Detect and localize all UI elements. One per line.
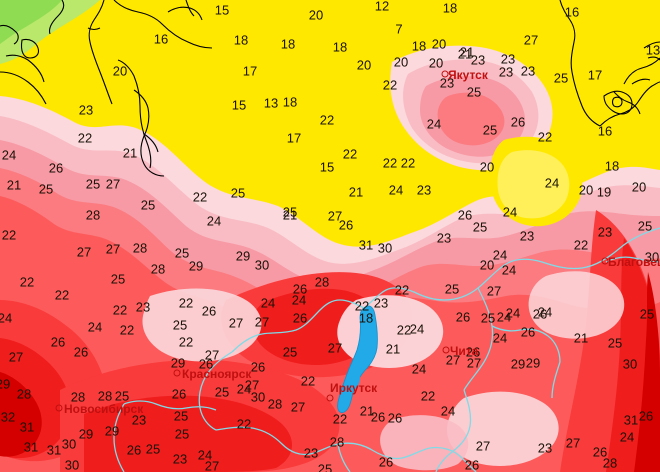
contour-band-yellow-tongue2 xyxy=(150,10,304,182)
contour-band-palepink-pocket-c xyxy=(447,391,559,466)
lake-baikal xyxy=(337,305,378,413)
contour-band-darkred-west xyxy=(0,372,42,457)
contour-band-darkred-se xyxy=(634,272,660,472)
contour-band-lightyellow-pocket xyxy=(497,150,570,219)
coastline-northeast xyxy=(559,0,660,127)
rivers-and-borders xyxy=(113,227,660,472)
contour-band-green-core xyxy=(0,0,62,44)
coastline-northwest xyxy=(0,0,213,177)
contour-band-salmon-ne xyxy=(437,92,505,146)
contour-band-palepink-pocket-d xyxy=(528,271,625,339)
contour-band-palepink-pocket-b xyxy=(142,288,262,362)
contour-band-reddeep-lower xyxy=(84,395,293,472)
